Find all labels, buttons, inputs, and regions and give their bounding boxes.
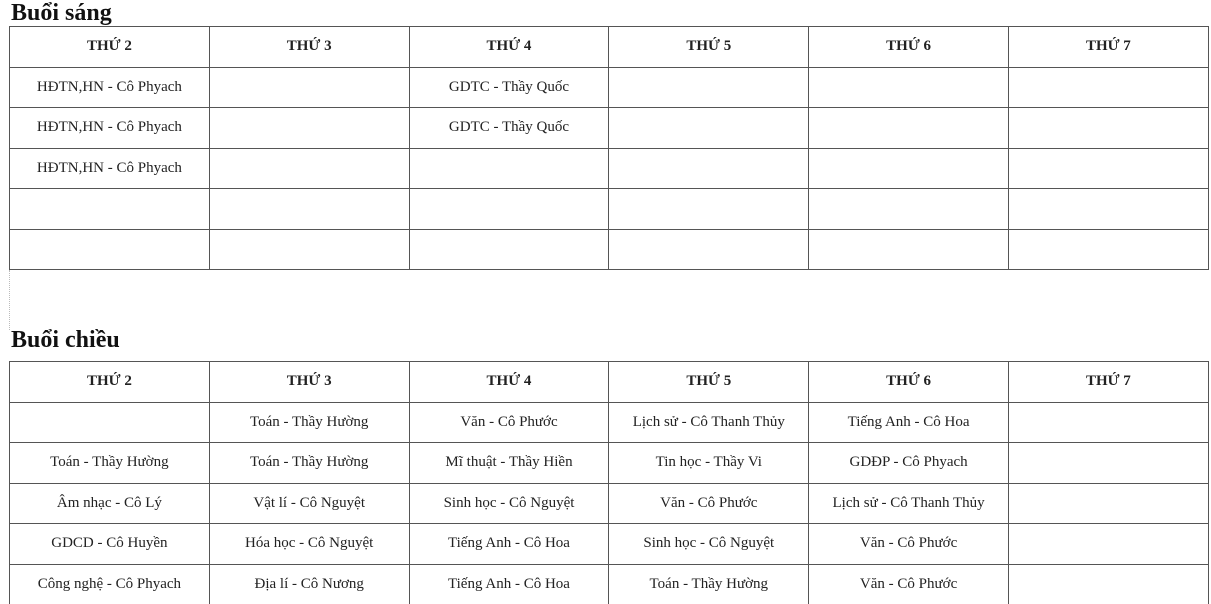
period-row: Âm nhạc - Cô Lý Vật lí - Cô Nguyệt Sinh họ…	[9, 482, 1209, 524]
lesson-cell: HĐTN,HN - Cô Phyach	[9, 66, 210, 108]
lesson-cell	[9, 401, 210, 443]
lesson-cell: GDĐP - Cô Phyach	[808, 442, 1009, 484]
lesson-cell	[608, 228, 810, 270]
period-row: HĐTN,HN - Cô Phyach GDTC - Thầy Quốc	[9, 66, 1209, 108]
lesson-cell	[808, 228, 1009, 270]
day-header: THỨ 2	[9, 26, 210, 68]
lesson-cell	[608, 188, 810, 230]
day-header: THỨ 3	[208, 361, 410, 403]
lesson-cell: Sinh học - Cô Nguyệt	[608, 523, 810, 565]
lesson-cell: Tiếng Anh - Cô Hoa	[408, 563, 610, 604]
lesson-cell	[808, 147, 1009, 189]
lesson-cell	[608, 66, 810, 108]
lesson-cell: Văn - Cô Phước	[408, 401, 610, 443]
day-header: THỨ 4	[408, 361, 610, 403]
morning-timetable: THỨ 2 THỨ 3 THỨ 4 THỨ 5 THỨ 6 THỨ 7 HĐTN,HN -…	[9, 26, 1209, 270]
period-row	[9, 228, 1209, 270]
lesson-cell: Sinh học - Cô Nguyệt	[408, 482, 610, 524]
day-header: THỨ 2	[9, 361, 210, 403]
lesson-cell: Toán - Thầy Hường	[208, 442, 410, 484]
lesson-cell: Tin học - Thầy Vi	[608, 442, 810, 484]
lesson-cell	[1007, 188, 1209, 230]
afternoon-section-title: Buổi chiều	[11, 327, 120, 353]
lesson-cell: Toán - Thầy Hường	[9, 442, 210, 484]
day-header: THỨ 6	[808, 26, 1009, 68]
morning-section-title: Buổi sáng	[11, 0, 112, 26]
lesson-cell: Lịch sử - Cô Thanh Thủy	[608, 401, 810, 443]
margin-guide	[9, 270, 10, 330]
period-row: Toán - Thầy Hường Văn - Cô Phước Lịch sử -…	[9, 401, 1209, 443]
day-header: THỨ 7	[1007, 361, 1209, 403]
lesson-cell	[1007, 147, 1209, 189]
lesson-cell: Địa lí - Cô Nương	[208, 563, 410, 604]
lesson-cell	[208, 147, 410, 189]
period-row	[9, 188, 1209, 230]
day-header: THỨ 6	[808, 361, 1009, 403]
lesson-cell: HĐTN,HN - Cô Phyach	[9, 147, 210, 189]
lesson-cell	[1007, 442, 1209, 484]
lesson-cell: Hóa học - Cô Nguyệt	[208, 523, 410, 565]
lesson-cell	[1007, 563, 1209, 604]
lesson-cell	[808, 107, 1009, 149]
header-row: THỨ 2 THỨ 3 THỨ 4 THỨ 5 THỨ 6 THỨ 7	[9, 361, 1209, 403]
afternoon-timetable: THỨ 2 THỨ 3 THỨ 4 THỨ 5 THỨ 6 THỨ 7 Toán - Th…	[9, 361, 1209, 604]
lesson-cell	[208, 188, 410, 230]
lesson-cell	[608, 107, 810, 149]
lesson-cell	[608, 147, 810, 189]
header-row: THỨ 2 THỨ 3 THỨ 4 THỨ 5 THỨ 6 THỨ 7	[9, 26, 1209, 68]
day-header: THỨ 4	[408, 26, 610, 68]
lesson-cell	[208, 66, 410, 108]
period-row: Công nghệ - Cô Phyach Địa lí - Cô Nương Ti…	[9, 563, 1209, 604]
day-header: THỨ 5	[608, 361, 810, 403]
lesson-cell: Văn - Cô Phước	[608, 482, 810, 524]
lesson-cell	[1007, 482, 1209, 524]
lesson-cell	[208, 228, 410, 270]
day-header: THỨ 5	[608, 26, 810, 68]
lesson-cell	[1007, 107, 1209, 149]
lesson-cell	[208, 107, 410, 149]
lesson-cell	[9, 228, 210, 270]
day-header: THỨ 7	[1007, 26, 1209, 68]
lesson-cell	[9, 188, 210, 230]
day-header: THỨ 3	[208, 26, 410, 68]
period-row: HĐTN,HN - Cô Phyach	[9, 147, 1209, 189]
lesson-cell: GDTC - Thầy Quốc	[408, 107, 610, 149]
lesson-cell: Mĩ thuật - Thầy Hiền	[408, 442, 610, 484]
lesson-cell	[1007, 228, 1209, 270]
lesson-cell: Văn - Cô Phước	[808, 563, 1009, 604]
lesson-cell	[408, 228, 610, 270]
lesson-cell	[1007, 66, 1209, 108]
lesson-cell	[408, 188, 610, 230]
period-row: HĐTN,HN - Cô Phyach GDTC - Thầy Quốc	[9, 107, 1209, 149]
lesson-cell: Lịch sử - Cô Thanh Thủy	[808, 482, 1009, 524]
lesson-cell	[808, 188, 1009, 230]
lesson-cell: Toán - Thầy Hường	[608, 563, 810, 604]
lesson-cell: Tiếng Anh - Cô Hoa	[808, 401, 1009, 443]
lesson-cell: Văn - Cô Phước	[808, 523, 1009, 565]
lesson-cell: Công nghệ - Cô Phyach	[9, 563, 210, 604]
period-row: GDCD - Cô Huyền Hóa học - Cô Nguyệt Tiếng …	[9, 523, 1209, 565]
period-row: Toán - Thầy Hường Toán - Thầy Hường Mĩ thu…	[9, 442, 1209, 484]
lesson-cell: Tiếng Anh - Cô Hoa	[408, 523, 610, 565]
lesson-cell: Âm nhạc - Cô Lý	[9, 482, 210, 524]
lesson-cell	[808, 66, 1009, 108]
lesson-cell: GDTC - Thầy Quốc	[408, 66, 610, 108]
lesson-cell	[1007, 401, 1209, 443]
lesson-cell	[408, 147, 610, 189]
lesson-cell	[1007, 523, 1209, 565]
lesson-cell: Toán - Thầy Hường	[208, 401, 410, 443]
lesson-cell: Vật lí - Cô Nguyệt	[208, 482, 410, 524]
lesson-cell: HĐTN,HN - Cô Phyach	[9, 107, 210, 149]
lesson-cell: GDCD - Cô Huyền	[9, 523, 210, 565]
